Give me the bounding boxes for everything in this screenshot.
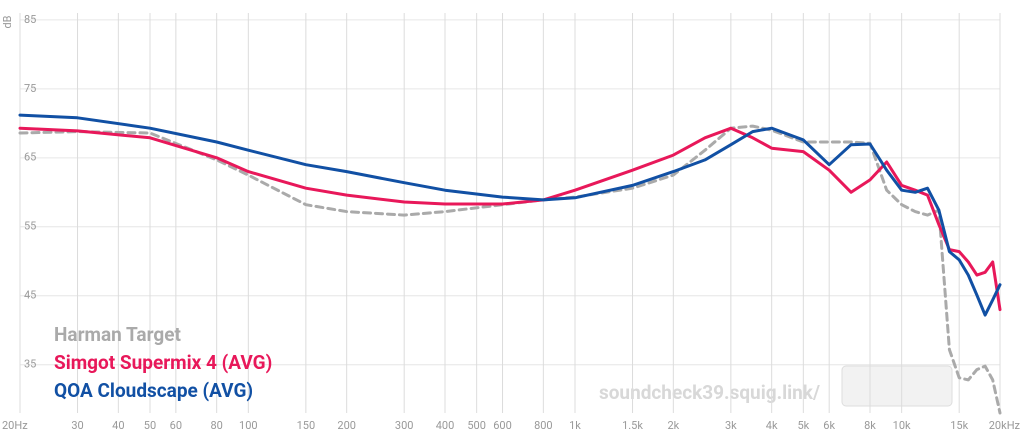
x-tick-label: 600 [493,419,512,432]
logo-box [841,365,953,407]
plot: 85 75 65 55 45 35 20Hz 30 40 50 60 80 100 150 200 300 40… [2,13,1021,432]
x-tick-label: 10k [893,419,911,432]
y-tick-label: 65 [24,151,36,164]
x-tick-label: 1k [569,419,581,432]
legend-entry: QOA Cloudscape (AVG) [54,379,253,402]
x-tick-label: 1.5k [622,419,643,432]
x-tick-label: 100 [239,419,258,432]
x-tick-label: 3k [725,419,737,432]
x-tick-label: 20kHz [989,419,1021,432]
x-tick-label: 200 [337,419,356,432]
x-tick-label: 20Hz [2,419,28,432]
x-tick-label: 6k [823,419,835,432]
x-tick-label: 8k [864,419,876,432]
y-tick-label: 75 [24,82,36,95]
x-tick-label: 300 [395,419,414,432]
x-tick-label: 50 [144,419,156,432]
x-tick-label: 80 [210,419,222,432]
y-tick-label: 45 [24,289,36,302]
x-tick-label: 800 [534,419,553,432]
series-line [18,126,1002,312]
x-tick-label: 4k [766,419,778,432]
y-axis-label: dB [1,15,14,28]
x-tick-label: 60 [170,419,182,432]
y-tick-label: 55 [24,220,36,233]
x-tick-label: 150 [297,419,316,432]
legend-entry: Harman Target [54,323,181,346]
y-tick-label: 35 [24,358,36,371]
watermark: soundcheck39.squig.link/ [599,381,820,404]
x-tick-label: 15k [950,419,968,432]
legend-entry: Simgot Supermix 4 (AVG) [54,351,272,374]
series-line [18,124,1002,415]
x-tick-label: 400 [436,419,455,432]
y-tick-label: 85 [24,13,36,26]
x-tick-label: 2k [667,419,679,432]
x-tick-label: 500 [467,419,486,432]
series-line [18,113,1002,317]
x-tick-label: 5k [797,419,809,432]
x-tick-label: 40 [112,419,124,432]
x-tick-label: 30 [71,419,83,432]
